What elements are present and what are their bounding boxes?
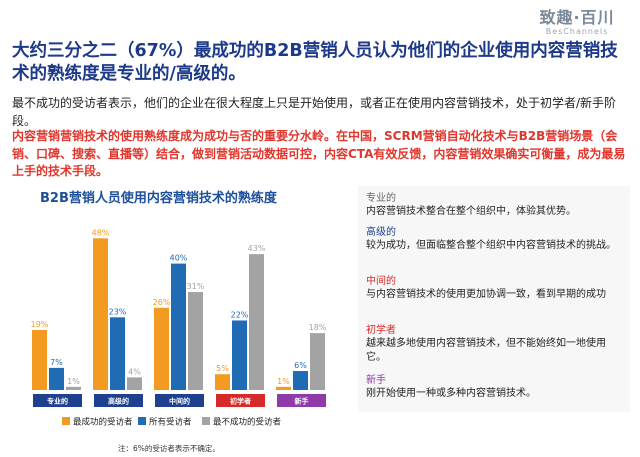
level-description: 与内容营销技术的使用更加协调一致，看到早期的成功 <box>366 289 606 300</box>
bar <box>249 254 264 390</box>
category-tag <box>155 394 204 407</box>
bar <box>32 329 47 390</box>
bar <box>49 367 64 390</box>
bar-value-label: 19% <box>31 320 49 329</box>
level-description: 内容营销技术整合在整个组织中，体验其优势。 <box>366 206 576 217</box>
level-name: 初学者 <box>366 325 396 336</box>
level-name: 新手 <box>366 375 386 386</box>
category-tag <box>216 394 265 407</box>
legend-swatch <box>62 417 70 425</box>
headline: 大约三分之二（67%）最成功的B2B营销人员认为他们的企业使用内容营销技术的熟练… <box>12 41 618 84</box>
bar <box>276 386 291 390</box>
level-name: 专业的 <box>366 193 396 204</box>
chart-title: B2B营销人员使用内容营销技术的熟练度 <box>40 191 277 206</box>
bar-value-label: 5% <box>216 364 229 373</box>
logo-subtitle: BesChannels <box>545 27 609 36</box>
bar <box>66 386 81 390</box>
level-name: 中间的 <box>366 276 396 287</box>
category-label: 高级的 <box>108 397 129 406</box>
bar <box>215 374 230 390</box>
bar <box>232 320 247 390</box>
level-description: 较为成功，但面临整合整个组织中内容营销技术的挑战。 <box>366 240 616 251</box>
bar-value-label: 26% <box>153 298 171 307</box>
level-item-advanced: 高级的 较为成功，但面临整合整个组织中内容营销技术的挑战。 <box>366 226 624 253</box>
category-label: 初学者 <box>230 397 251 406</box>
bar-value-label: 6% <box>294 361 307 370</box>
level-description: 刚开始使用一种或多种内容营销技术。 <box>366 388 536 399</box>
legend-swatch <box>202 417 210 425</box>
bar <box>154 307 169 390</box>
chart-footnote: 注：6%的受访者表示不确定。 <box>118 444 220 453</box>
level-description: 越来越多地使用内容营销技术，但不能始终如一地使用它。 <box>366 338 606 363</box>
logo-name: 致趣·百川 <box>539 8 615 27</box>
legend-label: 最成功的受访者 <box>73 417 133 428</box>
bar-value-label: 22% <box>231 310 249 319</box>
legend-swatch <box>138 417 146 425</box>
category-label: 专业的 <box>47 397 68 406</box>
bar-value-label: 40% <box>170 254 188 263</box>
bar-value-label: 1% <box>67 377 80 386</box>
highlight-paragraph: 内容营销营销技术的使用熟练度成为成功与否的重要分水岭。在中国，SCRM营销自动化… <box>12 129 626 178</box>
bar-value-label: 4% <box>128 367 141 376</box>
bar-value-label: 43% <box>248 244 266 253</box>
level-name: 高级的 <box>366 227 396 238</box>
level-definitions-panel: 专业的 内容营销技术整合在整个组织中，体验其优势。 高级的 较为成功，但面临整合… <box>358 186 630 412</box>
brand-logo: 致趣·百川 BesChannels <box>522 4 632 36</box>
bar-value-label: 1% <box>277 377 290 386</box>
level-item-beginner: 初学者 越来越多地使用内容营销技术，但不能始终如一地使用它。 <box>366 324 624 364</box>
bar-chart: 19% 7% 1% 专业的 48% 23% 4% 高级的 26% 40% 31% 中间的 5% 22% 43… <box>31 228 327 428</box>
bar-value-label: 18% <box>309 323 327 332</box>
bar <box>110 317 125 390</box>
bar <box>310 333 325 390</box>
bar-value-label: 48% <box>92 228 110 237</box>
category-tag <box>277 394 326 407</box>
intro-paragraph: 最不成功的受访者表示，他们的企业在很大程度上只是开始使用，或者正在使用内容营销技… <box>12 96 617 128</box>
bar <box>188 292 203 390</box>
bar <box>127 377 142 390</box>
bar <box>293 371 308 390</box>
category-tag <box>94 394 143 407</box>
category-tag <box>33 394 82 407</box>
level-item-intermediate: 中间的 与内容营销技术的使用更加协调一致，看到早期的成功 <box>366 275 624 302</box>
bar-value-label: 31% <box>187 282 205 291</box>
legend-label: 最不成功的受访者 <box>213 417 282 428</box>
legend-label: 所有受访者 <box>149 417 192 428</box>
bar <box>93 238 108 390</box>
category-label: 中间的 <box>169 397 190 406</box>
category-label: 新手 <box>295 397 309 406</box>
level-item-expert: 专业的 内容营销技术整合在整个组织中，体验其优势。 <box>366 192 624 219</box>
level-item-novice: 新手 刚开始使用一种或多种内容营销技术。 <box>366 374 624 401</box>
bar-value-label: 7% <box>50 358 63 367</box>
bar-value-label: 23% <box>109 307 127 316</box>
bar <box>171 263 186 390</box>
